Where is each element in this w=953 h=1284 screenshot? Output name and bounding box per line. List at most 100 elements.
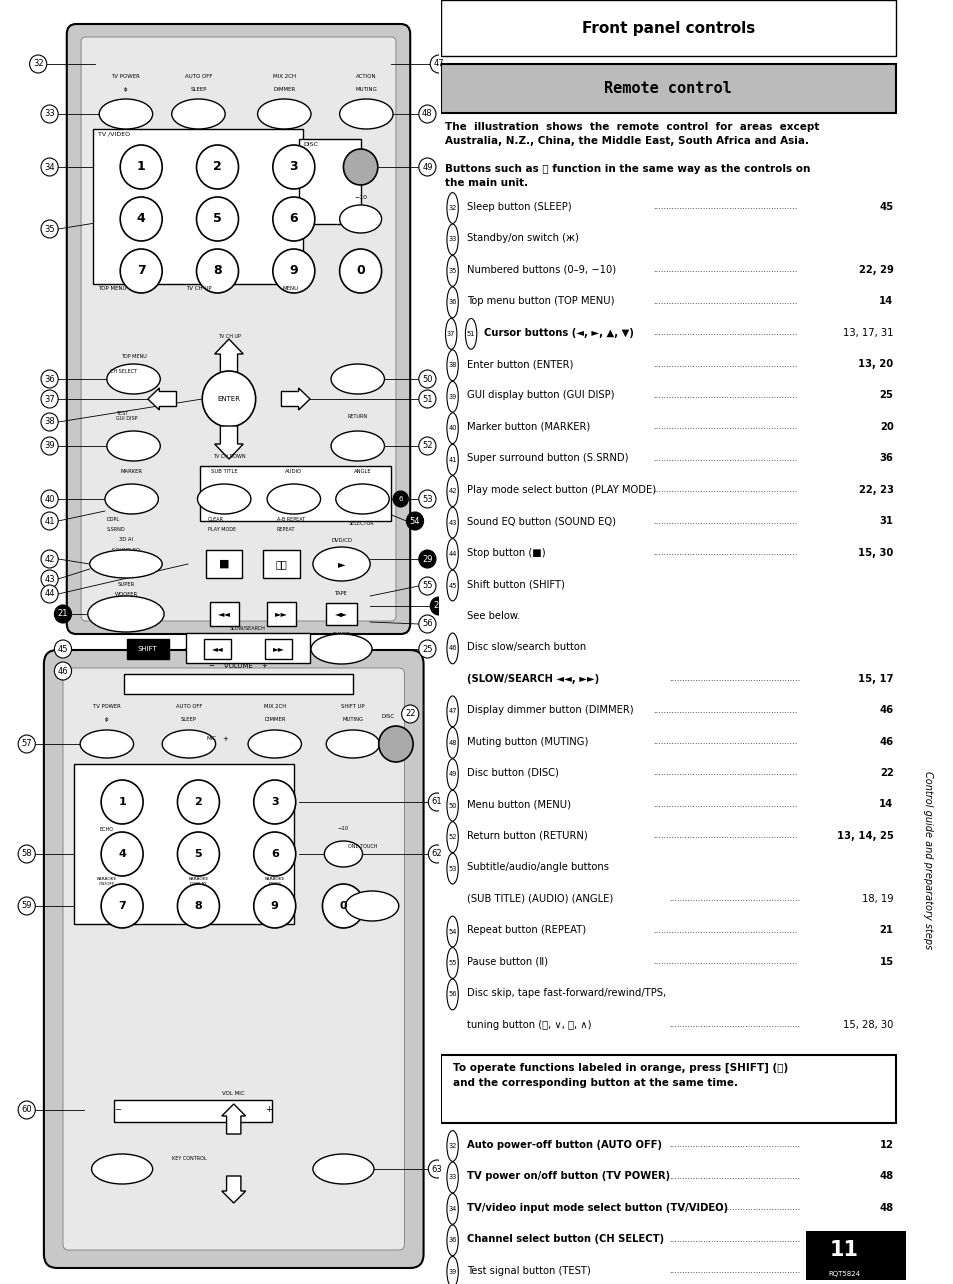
- Circle shape: [196, 196, 238, 241]
- Ellipse shape: [331, 363, 384, 394]
- Text: DISC: DISC: [303, 143, 318, 146]
- Text: PLAY MODE: PLAY MODE: [208, 526, 235, 532]
- Circle shape: [196, 249, 238, 293]
- Text: ⎯⎯: ⎯⎯: [275, 559, 287, 569]
- Circle shape: [446, 1162, 457, 1193]
- Text: Return button (RETURN): Return button (RETURN): [466, 831, 587, 841]
- Text: TAPE: TAPE: [335, 591, 348, 596]
- Text: SLEEP: SLEEP: [181, 716, 196, 722]
- Text: 52: 52: [421, 442, 433, 451]
- Text: 52: 52: [448, 835, 456, 840]
- Circle shape: [446, 853, 457, 883]
- Text: 11: 11: [829, 1240, 858, 1260]
- Circle shape: [41, 105, 58, 123]
- Text: 46: 46: [879, 705, 893, 715]
- Text: See below.: See below.: [466, 611, 519, 620]
- Circle shape: [101, 779, 143, 824]
- Text: 7: 7: [136, 265, 146, 277]
- FancyBboxPatch shape: [63, 668, 404, 1251]
- Text: 32: 32: [32, 59, 44, 68]
- Circle shape: [322, 883, 364, 928]
- Circle shape: [120, 145, 162, 189]
- Ellipse shape: [107, 363, 160, 394]
- Text: 15, 30: 15, 30: [858, 548, 893, 557]
- Text: 6: 6: [289, 212, 298, 226]
- Circle shape: [446, 915, 457, 946]
- Text: 33: 33: [448, 236, 456, 243]
- Text: Test signal button (TEST): Test signal button (TEST): [466, 1266, 590, 1275]
- Text: MUTING: MUTING: [355, 87, 376, 92]
- Text: ►: ►: [337, 559, 345, 569]
- Ellipse shape: [107, 431, 160, 461]
- Text: 8: 8: [194, 901, 202, 912]
- Text: 9: 9: [289, 265, 298, 277]
- Text: 47: 47: [448, 709, 456, 714]
- Circle shape: [18, 845, 35, 863]
- Text: 15: 15: [879, 957, 893, 967]
- Text: Buttons such as ⓑ function in the same way as the controls on
the main unit.: Buttons such as ⓑ function in the same w…: [445, 164, 810, 189]
- Circle shape: [196, 145, 238, 189]
- Text: 25: 25: [421, 645, 433, 654]
- Text: 39: 39: [448, 394, 456, 399]
- Circle shape: [418, 577, 436, 594]
- Circle shape: [41, 570, 58, 588]
- Text: 46: 46: [879, 737, 893, 746]
- Circle shape: [446, 286, 457, 317]
- Circle shape: [418, 550, 436, 568]
- Circle shape: [401, 705, 418, 723]
- Text: 5: 5: [213, 212, 222, 226]
- Ellipse shape: [90, 550, 162, 578]
- Text: .......................................................: ........................................…: [653, 360, 797, 369]
- Text: WOOFER: WOOFER: [114, 592, 137, 597]
- Text: ENTER: ENTER: [217, 395, 240, 402]
- Circle shape: [41, 437, 58, 455]
- Circle shape: [418, 437, 436, 455]
- Circle shape: [430, 55, 447, 73]
- Text: To operate functions labeled in orange, press [SHIFT] (⓪)
and the corresponding : To operate functions labeled in orange, …: [452, 1062, 787, 1088]
- Ellipse shape: [311, 634, 372, 664]
- Text: 20: 20: [879, 422, 893, 431]
- Text: +: +: [222, 736, 228, 742]
- Text: 13, 14, 25: 13, 14, 25: [836, 831, 893, 841]
- Bar: [440, 0, 895, 56]
- Circle shape: [446, 570, 457, 601]
- Text: .......................................................: ........................................…: [653, 265, 797, 275]
- Text: TV /VIDEO: TV /VIDEO: [98, 132, 131, 137]
- Text: 41: 41: [448, 457, 456, 462]
- Text: 49: 49: [448, 772, 456, 777]
- Circle shape: [273, 145, 314, 189]
- Text: DIMMER: DIMMER: [264, 716, 285, 722]
- Text: Display dimmer button (DIMMER): Display dimmer button (DIMMER): [466, 705, 633, 715]
- Circle shape: [339, 249, 381, 293]
- Ellipse shape: [331, 431, 384, 461]
- Circle shape: [18, 734, 35, 752]
- Text: KARAOKE
ON/OFF: KARAOKE ON/OFF: [96, 877, 117, 886]
- Circle shape: [30, 55, 47, 73]
- Text: 49: 49: [421, 163, 433, 172]
- Text: MARKER: MARKER: [120, 469, 143, 474]
- Circle shape: [393, 490, 408, 507]
- Text: 5: 5: [194, 849, 202, 859]
- Text: ◄◄: ◄◄: [217, 610, 231, 619]
- Text: 15, 17: 15, 17: [857, 674, 893, 683]
- Ellipse shape: [335, 484, 389, 514]
- Circle shape: [428, 845, 445, 863]
- Text: Menu button (MENU): Menu button (MENU): [466, 800, 570, 809]
- Text: 63: 63: [431, 1165, 442, 1174]
- Circle shape: [418, 639, 436, 657]
- Text: 57: 57: [21, 740, 32, 749]
- Text: 4: 4: [118, 849, 126, 859]
- Text: 44: 44: [44, 589, 55, 598]
- Circle shape: [406, 512, 423, 530]
- Text: Repeat button (REPEAT): Repeat button (REPEAT): [466, 926, 585, 935]
- Text: Control guide and preparatory steps: Control guide and preparatory steps: [923, 772, 932, 949]
- Bar: [114, 1100, 272, 1122]
- Text: 3D AI: 3D AI: [119, 537, 132, 542]
- Circle shape: [343, 149, 377, 185]
- Text: Subtitle/audio/angle buttons: Subtitle/audio/angle buttons: [466, 863, 608, 872]
- Text: 48: 48: [448, 740, 456, 746]
- Circle shape: [101, 883, 143, 928]
- Bar: [93, 128, 303, 284]
- Bar: [265, 639, 292, 659]
- Text: 56: 56: [448, 991, 456, 998]
